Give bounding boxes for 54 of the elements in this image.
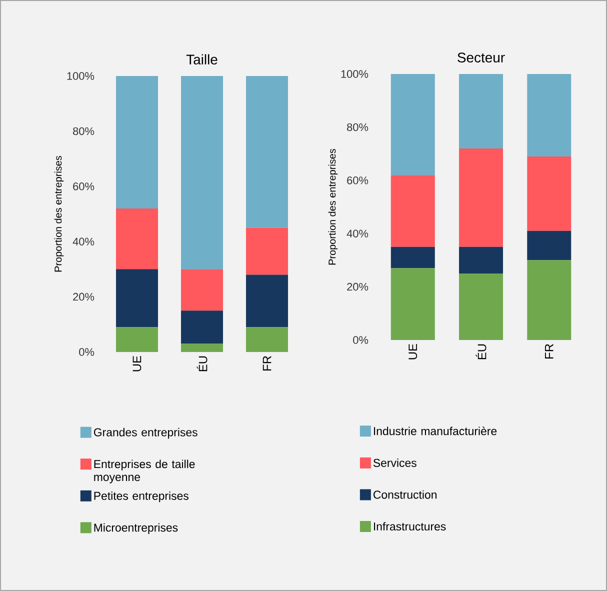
x-tick-label: FR xyxy=(262,356,272,370)
bar xyxy=(527,260,572,340)
bar xyxy=(246,228,288,275)
bar xyxy=(459,74,504,148)
bar xyxy=(459,246,504,274)
bar xyxy=(116,208,158,270)
y-tick-label: 20% xyxy=(347,282,368,291)
y-tick-label: 80% xyxy=(73,127,94,136)
x-tick-label: ÉU xyxy=(476,344,486,360)
bar xyxy=(181,344,224,352)
bar xyxy=(116,327,158,352)
legend-label: Petites entreprises xyxy=(94,491,188,502)
x-tick-label: ÉU xyxy=(196,356,208,372)
bar xyxy=(527,230,572,260)
bar xyxy=(181,76,224,270)
bar xyxy=(246,274,288,328)
legend-label: Grandes entreprises xyxy=(94,428,198,439)
y-tick-label: 40% xyxy=(346,230,368,238)
bar xyxy=(116,76,158,208)
legend-label: Infrastructures xyxy=(374,522,446,531)
legend-label: Entreprises de taille moyenne xyxy=(94,460,195,484)
bar xyxy=(246,76,288,228)
y-tick-label: 40% xyxy=(72,238,94,246)
y-tick-label: 80% xyxy=(347,123,368,132)
legend-label: Services xyxy=(373,458,416,467)
y-tick-label: 60% xyxy=(73,182,94,190)
bar xyxy=(390,175,435,247)
bar xyxy=(116,269,158,328)
bar xyxy=(527,156,572,231)
chart-title: Secteur xyxy=(458,52,505,62)
y-tick-label: 100% xyxy=(67,72,94,80)
bar xyxy=(390,246,435,268)
y-axis-title: Proportion des entreprises xyxy=(54,156,64,272)
y-tick-label: 100% xyxy=(341,70,368,78)
y-tick-label: 0% xyxy=(79,348,94,356)
bar xyxy=(527,74,572,156)
x-tick-label: UE xyxy=(408,344,418,360)
bar xyxy=(390,74,435,176)
bar xyxy=(181,310,224,344)
bar xyxy=(459,148,504,247)
legend-label: Industrie manufacturière xyxy=(374,426,497,436)
bar xyxy=(390,268,435,340)
x-tick-label: UE xyxy=(132,356,142,372)
bar xyxy=(459,273,504,340)
y-tick-label: 0% xyxy=(353,336,368,344)
chart-title: Taille xyxy=(186,54,218,64)
y-tick-label: 60% xyxy=(347,176,368,184)
legend-label: Construction xyxy=(374,490,436,499)
y-tick-label: 20% xyxy=(73,292,94,301)
bar xyxy=(246,327,288,352)
bar xyxy=(181,269,224,311)
legend-label: Microentreprises xyxy=(94,523,178,534)
x-tick-label: FR xyxy=(545,344,554,358)
y-axis-title: Proportion des entreprises xyxy=(328,148,338,265)
